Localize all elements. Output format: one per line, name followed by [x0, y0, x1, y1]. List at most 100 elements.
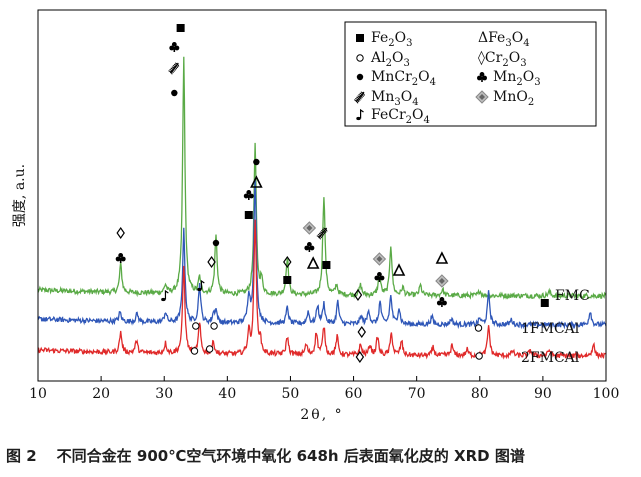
- marker-fern: [168, 62, 180, 75]
- legend-entry: Al2O3: [356, 50, 410, 69]
- legend-text-part: 4: [430, 77, 436, 88]
- square-icon: [176, 24, 185, 32]
- marker-dot: [253, 158, 260, 166]
- marker-diamond: [116, 226, 125, 240]
- marker-note: [197, 279, 205, 292]
- club-stem-icon: [308, 247, 311, 252]
- legend-label: MnCr2O4: [371, 69, 436, 88]
- club-stem-icon: [247, 195, 250, 200]
- legend-text-part: O: [412, 107, 423, 123]
- y-axis-label: 强度, a.u.: [12, 164, 28, 227]
- figure-caption: 图 2 不同合金在 900℃空气环境中氧化 648h 后表面氧化皮的 XRD 图谱: [0, 445, 641, 466]
- plot-frame: [37, 9, 607, 382]
- marker-square: [176, 24, 185, 32]
- circle-icon: [474, 324, 483, 332]
- diamond-icon: [116, 226, 125, 240]
- fern-leaf-icon: [360, 91, 365, 96]
- fern-leaf-icon: [318, 232, 324, 237]
- legend-text-part: 2: [406, 115, 412, 126]
- x-tick-label: 10: [29, 386, 47, 402]
- club-stem-icon: [378, 277, 381, 282]
- legend-text-part: O: [509, 50, 520, 66]
- legend-entry: MnCr2O4: [356, 69, 436, 88]
- marker-club: [304, 242, 315, 252]
- gray-diamond-core-icon: [376, 256, 383, 262]
- caption-text: 不同合金在 900℃空气环境中氧化 648h 后表面氧化皮的 XRD 图谱: [56, 447, 525, 465]
- square-icon: [283, 276, 292, 284]
- x-tick-label: 20: [92, 386, 110, 402]
- x-tick-label: 40: [218, 386, 236, 402]
- legend-text-part: 4: [523, 38, 529, 49]
- x-tick-label: 60: [345, 386, 363, 402]
- dot-icon: [356, 73, 364, 81]
- marker-circle-open: [205, 345, 214, 353]
- legend-text-part: 2: [528, 97, 534, 108]
- x-tick-label: 70: [408, 386, 426, 402]
- fern-leaf-icon: [317, 233, 323, 239]
- x-tick-label: 30: [155, 386, 173, 402]
- marker-club: [115, 253, 126, 263]
- club-stem-icon: [119, 258, 122, 263]
- club-icon: [120, 256, 126, 262]
- marker-diamond: [353, 288, 363, 302]
- legend-box: [344, 21, 597, 127]
- fern-leaf-icon: [353, 99, 359, 104]
- square-icon: [244, 211, 253, 219]
- legend-text-part: O: [392, 50, 403, 66]
- legend-text-part: 2: [388, 38, 394, 49]
- dot-icon: [171, 89, 178, 97]
- circle-icon: [205, 345, 214, 353]
- legend-text-part: Fe: [371, 30, 388, 46]
- marker-square: [540, 299, 549, 307]
- triangle-icon: [435, 251, 449, 264]
- square-icon: [540, 299, 549, 307]
- club-icon: [479, 72, 485, 77]
- club-stem-icon: [481, 77, 483, 82]
- legend-text-part: 3: [520, 58, 526, 69]
- legend-text-part: 3: [394, 97, 400, 108]
- fern-leaf-icon: [171, 66, 176, 71]
- marker-diamond-gray: [435, 274, 449, 288]
- marker-triangle: [435, 251, 449, 264]
- circle-icon: [192, 322, 200, 330]
- club-icon: [248, 193, 254, 199]
- club-icon: [246, 190, 252, 195]
- triangle-icon: [250, 175, 263, 188]
- square-icon: [322, 261, 331, 269]
- fern-leaf-icon: [316, 235, 321, 240]
- club-icon: [304, 245, 310, 251]
- diamond-icon: [355, 350, 365, 364]
- marker-diamond: [357, 325, 366, 339]
- marker-circle-open: [210, 322, 218, 330]
- legend-entry: ◊Cr2O3: [478, 50, 527, 69]
- legend-label: Al2O3: [370, 50, 410, 69]
- marker-note: [356, 108, 364, 121]
- fern-leaf-icon: [169, 68, 174, 74]
- marker-dot: [356, 73, 364, 81]
- note-stem-icon: [360, 108, 364, 119]
- fern-leaf-icon: [174, 62, 180, 67]
- triangle-icon: [306, 256, 320, 269]
- fern-leaf-icon: [172, 65, 178, 70]
- club-icon: [379, 275, 385, 281]
- xrd-chart: FMC 1FMCAl 2FMCAl 10 20 30 40 50 60 70 80 90 100 2θ,…: [12, 9, 619, 423]
- note-icon: [161, 297, 166, 302]
- legend-label: ◊Cr2O3: [478, 50, 527, 69]
- legend-label: Mn3O4: [371, 89, 419, 108]
- note-stem-icon: [200, 279, 205, 290]
- legend-text-part: Al: [370, 50, 386, 66]
- circle-icon: [475, 352, 483, 360]
- club-icon: [477, 75, 482, 81]
- gray-diamond-core-icon: [438, 278, 445, 284]
- diamond-icon: [283, 255, 292, 269]
- marker-diamond: [283, 255, 292, 269]
- fern-leaf-icon: [358, 94, 363, 99]
- marker-circle-open: [192, 322, 200, 330]
- club-stem-icon: [173, 47, 176, 52]
- marker-dot: [212, 239, 220, 247]
- legend-text-part: MnCr: [371, 69, 412, 85]
- x-tick-label: 50: [282, 386, 300, 402]
- legend-entry: FeCr2O4: [356, 107, 430, 126]
- club-icon: [436, 300, 442, 306]
